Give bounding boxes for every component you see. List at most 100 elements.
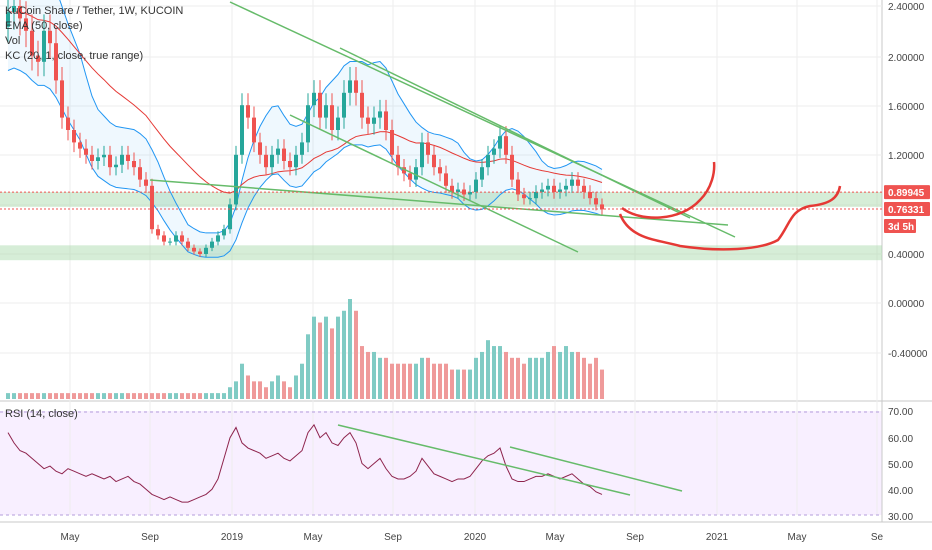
candle-body: [36, 55, 40, 62]
candle-body: [366, 117, 370, 124]
time-axis-tick-label: May: [304, 532, 323, 543]
candle-body: [246, 105, 250, 118]
volume-bar: [366, 351, 370, 399]
candle-body: [54, 43, 58, 81]
volume-bar: [114, 393, 118, 399]
time-axis-tick-label: Sep: [626, 532, 644, 543]
candle-body: [174, 235, 178, 242]
candle-body: [558, 189, 562, 192]
volume-bar: [396, 363, 400, 399]
rsi-trend-line: [509, 446, 683, 492]
candle-body: [378, 111, 382, 118]
time-axis-tick-label: 2021: [706, 532, 729, 543]
volume-bar: [84, 393, 88, 399]
volume-bar: [276, 375, 280, 399]
volume-bar: [438, 363, 442, 399]
chart-title: KuCoin Share / Tether, 1W, KUCOIN: [5, 5, 184, 17]
candle-body: [372, 117, 376, 124]
candle-body: [180, 235, 184, 242]
candle-body: [420, 142, 424, 168]
candle-body: [564, 185, 568, 190]
candle-body: [474, 179, 478, 192]
rsi-series: [0, 411, 882, 516]
volume-bar: [288, 387, 292, 399]
candle-body: [264, 154, 268, 168]
volume-bar: [258, 381, 262, 399]
price-badge-label: 3d 5h: [888, 222, 914, 233]
candle-body: [492, 148, 496, 155]
candle-body: [576, 179, 580, 186]
volume-bar: [216, 393, 220, 399]
volume-bar: [12, 393, 16, 399]
volume-bar: [120, 393, 124, 399]
candle-body: [600, 204, 604, 210]
candle-body: [114, 164, 118, 168]
volume-bar: [594, 357, 598, 399]
volume-bar: [540, 357, 544, 399]
volume-bar: [282, 381, 286, 399]
candle-body: [42, 30, 46, 62]
volume-bar: [486, 340, 490, 399]
volume-bar: [600, 369, 604, 399]
volume-bar: [162, 393, 166, 399]
rsi-axis-tick-label: 50.00: [888, 460, 913, 471]
volume-bar: [318, 322, 322, 399]
candle-body: [486, 154, 490, 168]
candlesticks: [6, 0, 604, 257]
candle-body: [156, 229, 160, 236]
indicator-ema-label[interactable]: EMA (50, close): [5, 20, 83, 32]
candle-body: [582, 185, 586, 192]
candle-body: [528, 198, 532, 200]
candle-body: [210, 241, 214, 248]
time-axis-tick-label: 2020: [464, 532, 487, 543]
candle-body: [234, 154, 238, 205]
volume-bar: [546, 351, 550, 399]
rsi-line: [7, 423, 603, 503]
candle-body: [396, 154, 400, 168]
volume-bar: [42, 393, 46, 399]
candle-body: [84, 148, 88, 155]
price-axis-tick-label: -0.40000: [888, 349, 928, 360]
rsi-axis-tick-label: 70.00: [888, 407, 913, 418]
candle-body: [90, 154, 94, 161]
candle-body: [108, 154, 112, 168]
volume-bar: [528, 357, 532, 399]
volume-bar: [408, 363, 412, 399]
volume-bar: [150, 393, 154, 399]
volume-bar: [330, 328, 334, 399]
candle-body: [138, 167, 142, 180]
candle-body: [222, 229, 226, 236]
rsi-axis-tick-label: 40.00: [888, 486, 913, 497]
candle-body: [414, 167, 418, 180]
rsi-indicator-label[interactable]: RSI (14, close): [5, 408, 78, 420]
candle-body: [402, 167, 406, 174]
volume-bar: [264, 387, 268, 399]
volume-bar: [138, 393, 142, 399]
volume-bar: [576, 351, 580, 399]
indicator-vol-label[interactable]: Vol: [5, 35, 21, 47]
candle-body: [78, 142, 82, 149]
volume-bar: [174, 393, 178, 399]
support-zone: [0, 192, 882, 207]
rsi-axis-tick-label: 60.00: [888, 434, 913, 445]
indicator-kc-label[interactable]: KC (20, 1, close, true range): [5, 50, 144, 62]
time-axis-tick-label: May: [61, 532, 80, 543]
volume-bar: [342, 310, 346, 399]
volume-bar: [294, 375, 298, 399]
time-axis-tick-label: Se: [871, 532, 884, 543]
volume-bar: [24, 393, 28, 399]
price-badge-label: 0.89945: [888, 188, 925, 199]
candle-body: [498, 136, 502, 149]
candle-body: [120, 154, 124, 165]
candle-body: [294, 154, 298, 168]
candle-body: [198, 251, 202, 254]
candle-body: [468, 192, 472, 195]
price-badges: 0.89945 0.76331 3d 5h: [884, 185, 930, 233]
candle-body: [522, 194, 526, 199]
volume-bar: [48, 393, 52, 399]
volume-bar: [306, 334, 310, 399]
volume-bar: [402, 363, 406, 399]
candle-body: [408, 173, 412, 180]
keltner-lower-line: [7, 67, 603, 258]
